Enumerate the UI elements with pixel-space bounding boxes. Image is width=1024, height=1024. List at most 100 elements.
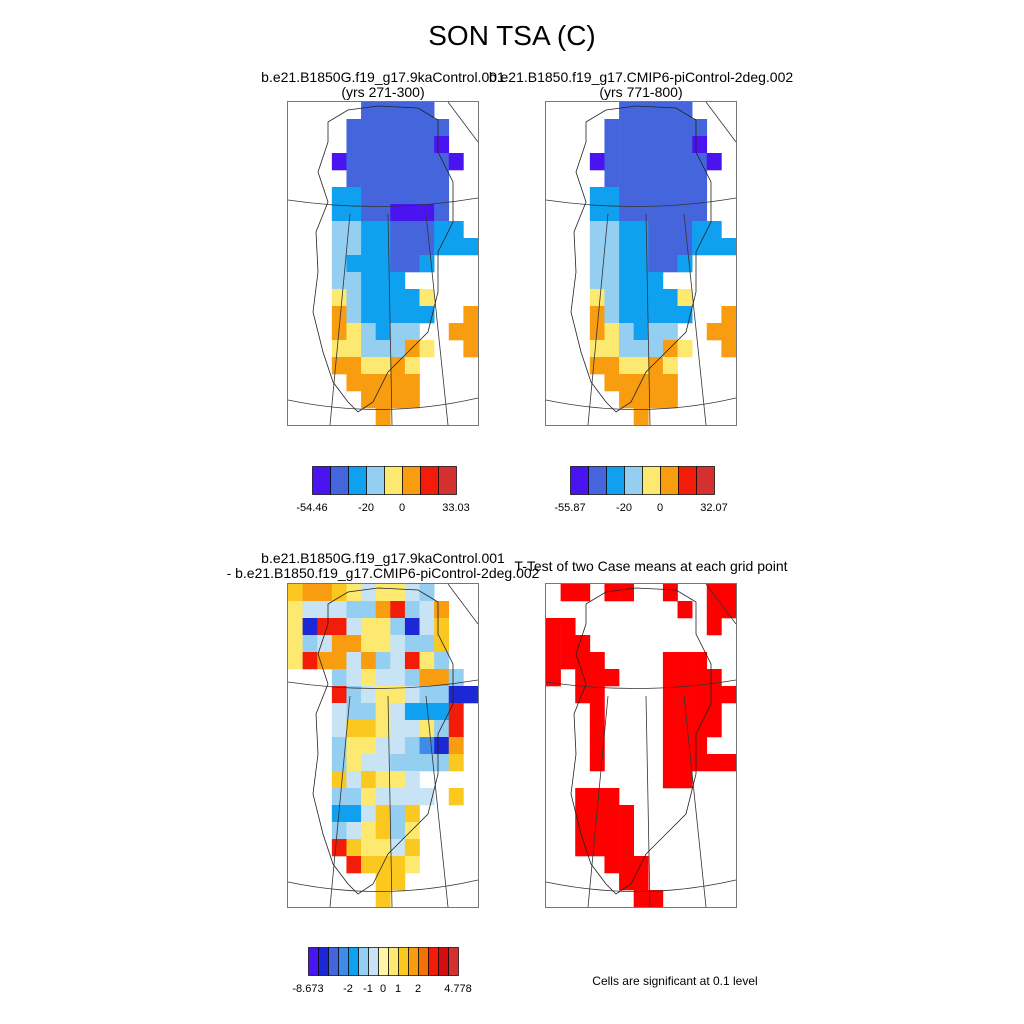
ttest-grid-cell <box>604 788 620 806</box>
case1-grid-cell <box>346 255 362 273</box>
case1-grid-cell <box>331 289 347 307</box>
case2-grid-cell <box>604 374 620 392</box>
ttest-grid-cell <box>546 635 561 653</box>
case2-map-panel <box>545 101 737 426</box>
case2-grid-cell <box>604 357 620 375</box>
case1-grid-cell <box>390 153 406 171</box>
ttest-grid-cell <box>633 873 649 891</box>
case2-grid-cell <box>589 306 605 324</box>
ttest-grid-cell <box>692 686 708 704</box>
diff-grid-cell <box>346 584 362 602</box>
diff-grid-cell <box>317 584 333 602</box>
case1-grid-cell <box>434 221 450 239</box>
case1-grid-cell <box>419 102 435 120</box>
case2-grid-cell <box>721 340 736 358</box>
case1-grid-cell <box>361 289 376 307</box>
case1-grid-cell <box>375 340 391 358</box>
case2-grid-cell <box>706 238 722 256</box>
case1-grid-cell <box>390 255 406 273</box>
case2-grid-cell <box>648 119 664 137</box>
case2-grid-cell <box>633 340 649 358</box>
diff-grid-cell <box>404 686 420 704</box>
case1-grid-cell <box>361 170 376 188</box>
case2-colorbar-box <box>696 466 715 495</box>
diff-colorbar-box <box>438 947 449 976</box>
ttest-grid-cell <box>721 754 736 772</box>
diff-grid-cell <box>375 771 391 789</box>
case1-grid-cell <box>375 187 391 205</box>
diff-grid-cell <box>390 839 406 857</box>
case2-grid-cell <box>648 221 664 239</box>
case2-grid-cell <box>662 153 678 171</box>
diff-grid-cell <box>390 652 406 670</box>
case2-grid-cell <box>633 272 649 290</box>
diff-grid-cell <box>375 754 391 772</box>
case2-grid-cell <box>619 340 634 358</box>
case2-grid-cell <box>692 136 708 154</box>
case2-grid-cell <box>604 238 620 256</box>
case2-grid-cell <box>677 238 693 256</box>
diff-grid-cell <box>346 703 362 721</box>
case1-grid-cell <box>390 170 406 188</box>
case1-grid-cell <box>404 323 420 341</box>
case1-grid-cell <box>404 255 420 273</box>
case1-grid-cell <box>404 374 420 392</box>
case1-grid-cell <box>448 238 464 256</box>
case1-grid-cell <box>346 272 362 290</box>
case2-grid-cell <box>662 204 678 222</box>
diff-grid-cell <box>288 584 303 602</box>
diff-grid-cell <box>404 601 420 619</box>
case2-grid-cell <box>692 170 708 188</box>
diff-grid-cell <box>361 822 376 840</box>
case2-grid-cell <box>619 323 634 341</box>
case1-grid-cell <box>419 306 435 324</box>
case2-grid-cell <box>619 102 634 120</box>
case1-grid-cell <box>346 136 362 154</box>
case1-grid-cell <box>331 323 347 341</box>
case1-grid-cell <box>419 187 435 205</box>
case1-grid-cell <box>390 187 406 205</box>
case1-grid-cell <box>463 340 478 358</box>
case1-map-svg <box>288 102 478 425</box>
diff-grid-cell <box>331 788 347 806</box>
case2-grid-cell <box>633 170 649 188</box>
diff-grid-cell <box>346 771 362 789</box>
case1-grid-cell <box>448 153 464 171</box>
diff-grid-cell <box>390 822 406 840</box>
diff-grid-cell <box>375 686 391 704</box>
diff-grid-cell <box>375 805 391 823</box>
case2-grid-cell <box>677 255 693 273</box>
diff-grid-cell <box>390 754 406 772</box>
ttest-coastline <box>570 587 712 895</box>
case2-grid-cell <box>662 136 678 154</box>
case2-grid-cell <box>648 289 664 307</box>
diff-grid-cell <box>361 686 376 704</box>
ttest-grid-cell <box>721 601 736 619</box>
diff-grid-cell <box>404 805 420 823</box>
diff-grid-cell <box>434 754 450 772</box>
ttest-grid-cell <box>604 584 620 602</box>
diff-grid-cell <box>346 635 362 653</box>
diff-colorbar-box <box>338 947 349 976</box>
case1-grid-cell <box>390 221 406 239</box>
case1-grid-cell <box>375 408 391 425</box>
case2-grid-cell <box>648 306 664 324</box>
case2-grid-cell <box>706 323 722 341</box>
ttest-grid-cell <box>560 652 576 670</box>
case2-grid-cell <box>604 153 620 171</box>
diff-grid-cell <box>434 669 450 687</box>
case1-grid-cell <box>419 153 435 171</box>
case1-grid-cell <box>361 187 376 205</box>
case1-colorbar: -54.46 -20 0 33.03 <box>296 466 470 514</box>
case1-grid-cell <box>361 272 376 290</box>
case2-grid-cell <box>633 119 649 137</box>
case1-grid-cell <box>390 374 406 392</box>
case2-grid-cell <box>619 204 634 222</box>
diff-grid-cell <box>419 720 435 738</box>
case1-grid-cell <box>404 289 420 307</box>
case1-colorbar-label: 0 <box>398 502 406 514</box>
case2-grid-cell <box>677 187 693 205</box>
case1-grid-cell <box>448 221 464 239</box>
case1-grid-cell <box>361 238 376 256</box>
case2-grid-cell <box>662 238 678 256</box>
